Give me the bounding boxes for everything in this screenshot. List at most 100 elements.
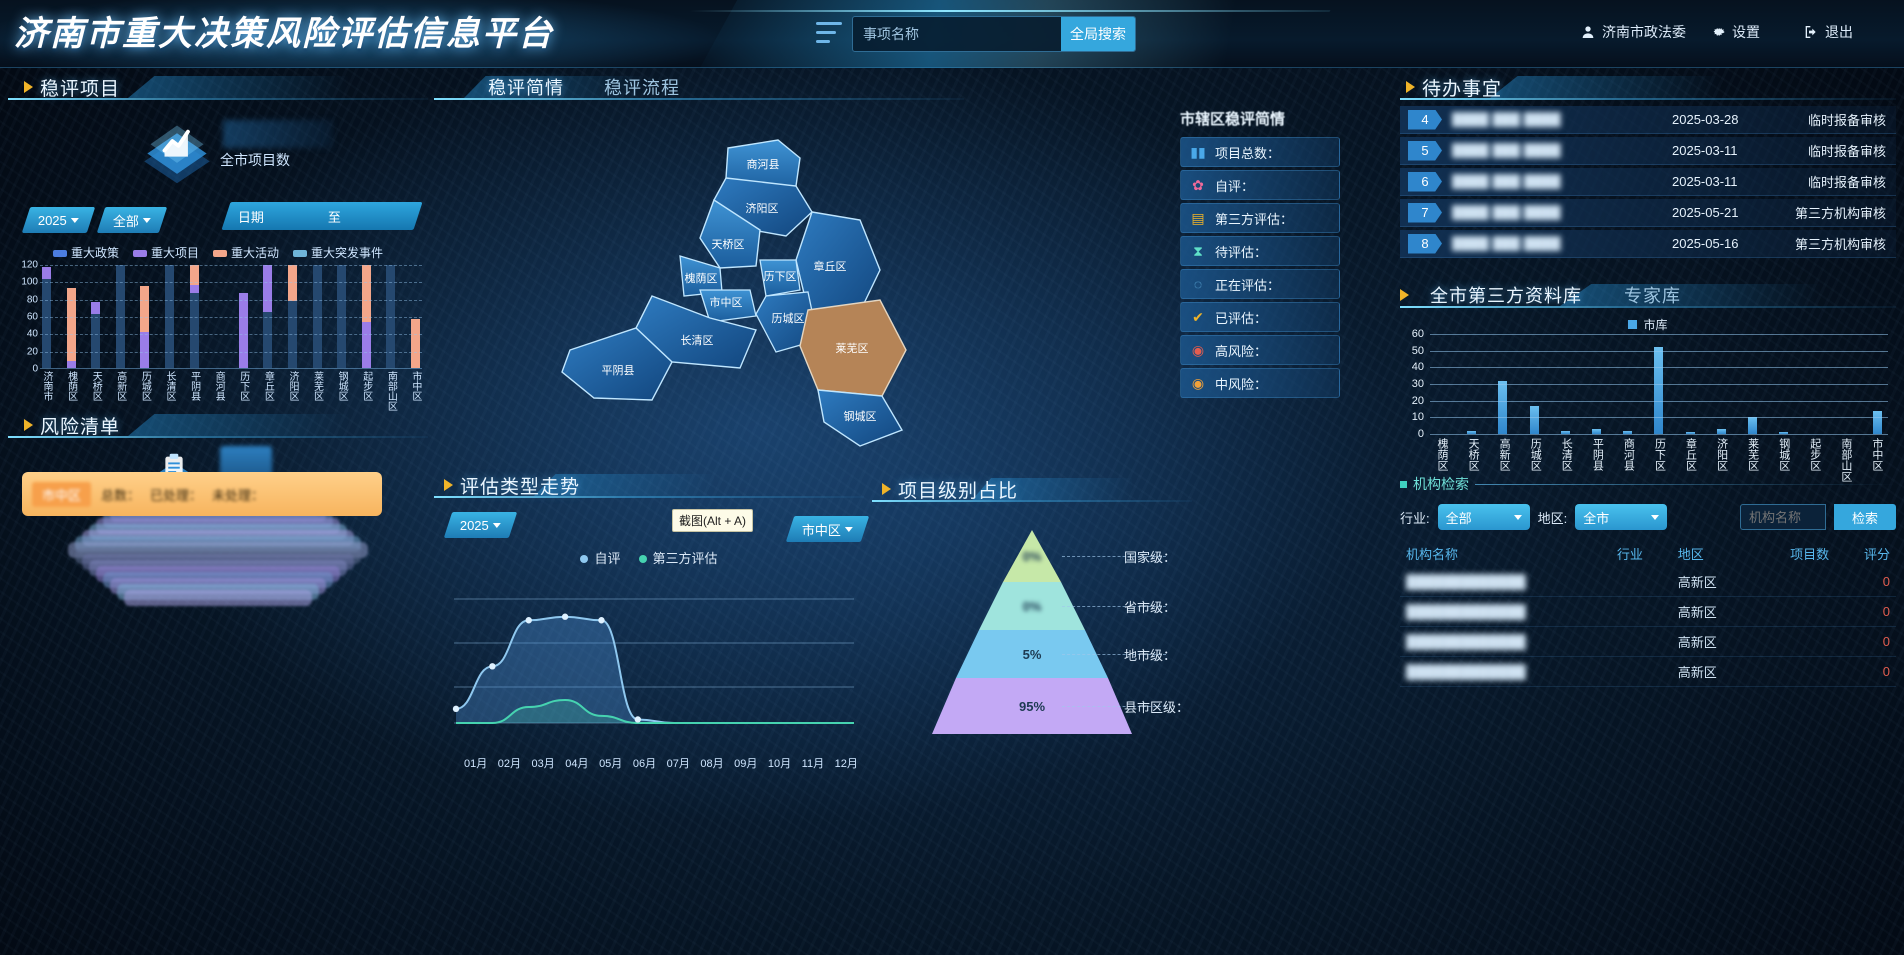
region-filter-select[interactable]: 全市 [1575, 504, 1668, 530]
db-bar[interactable] [1654, 347, 1664, 434]
risk-card-total: 总数： [101, 487, 141, 503]
scope-filter-select[interactable]: 全部 [96, 207, 168, 233]
bar-column[interactable] [337, 265, 347, 368]
org-search-button[interactable]: 检索 [1834, 504, 1896, 530]
db-bar[interactable] [1467, 430, 1477, 434]
bar-column[interactable] [42, 265, 51, 368]
logout-button[interactable]: 退出 [1803, 22, 1853, 42]
db-bar[interactable] [1685, 432, 1695, 434]
bar-column[interactable] [410, 265, 420, 368]
org-table-header[interactable]: 项目数 [1790, 547, 1830, 562]
db-bar[interactable] [1623, 430, 1633, 434]
stat-row[interactable]: ◉ 中风险： [1180, 368, 1340, 398]
trend-x-label: 06月 [632, 758, 657, 770]
stat-row[interactable]: ◉ 高风险： [1180, 335, 1340, 365]
db-bar[interactable] [1716, 429, 1726, 434]
tab-wenping-process[interactable]: 稳评流程 [604, 78, 680, 98]
trend-data-point[interactable] [489, 663, 496, 670]
global-search-button[interactable]: 全局搜索 [1061, 17, 1135, 51]
year-filter-select[interactable]: 2025 [21, 207, 96, 233]
bar-column[interactable] [312, 265, 322, 368]
bar-column[interactable] [91, 265, 101, 368]
stat-row[interactable]: ◌ 正在评估： [1180, 269, 1340, 299]
bar-column[interactable] [140, 265, 150, 368]
bar-legend-item[interactable]: 重大项目 [132, 244, 199, 261]
tab-wenping-brief[interactable]: 稳评简情 [488, 78, 564, 98]
trend-legend-item[interactable]: 第三方评估 [638, 548, 718, 567]
bar-legend-item[interactable]: 重大政策 [52, 244, 119, 261]
table-row[interactable]: █████████████ 高新区 0 [1400, 626, 1896, 657]
bar-column[interactable] [238, 265, 248, 368]
industry-filter-select[interactable]: 全部 [1437, 504, 1530, 530]
db-bar[interactable] [1498, 380, 1508, 434]
org-table-header[interactable]: 评分 [1863, 547, 1890, 562]
trend-data-point[interactable] [525, 617, 532, 624]
stat-row[interactable]: ▤ 第三方评估： [1180, 203, 1340, 233]
trend-panel-title-text: 评估类型走势 [460, 476, 581, 498]
table-row[interactable]: █████████████ 高新区 0 [1400, 656, 1896, 687]
trend-data-point[interactable] [634, 716, 642, 723]
bar-column[interactable] [115, 265, 125, 368]
panel-arrow-icon [24, 81, 33, 93]
risk-title-fill [128, 414, 348, 436]
risk-card-front[interactable]: 市中区 总数： 已处理： 未处理： [22, 472, 382, 516]
bar-segment [91, 314, 101, 368]
table-row[interactable]: 4 ████ ███ ████ 2025-03-28 临时报备审核 [1400, 106, 1896, 134]
bar-segment [66, 288, 76, 362]
tab-expert-db[interactable]: 专家库 [1624, 286, 1681, 306]
table-row[interactable]: █████████████ 高新区 0 [1400, 567, 1896, 597]
trend-region-select[interactable]: 市中区 [785, 516, 870, 542]
org-table-header[interactable]: 机构名称 [1406, 547, 1459, 562]
global-search-box[interactable]: 全局搜索 [852, 16, 1136, 52]
scope-filter-value: 全部 [112, 213, 139, 229]
org-name-input[interactable] [1740, 504, 1826, 530]
stat-row[interactable]: ✔ 已评估： [1180, 302, 1340, 332]
stat-row[interactable]: ✿ 自评： [1180, 170, 1340, 200]
stat-row[interactable]: ⧗ 待评估： [1180, 236, 1340, 266]
tab-third-party-db[interactable]: 全市第三方资料库 [1430, 286, 1582, 306]
bar-column[interactable] [263, 265, 273, 368]
bar-column[interactable] [189, 265, 199, 368]
db-bar[interactable] [1872, 410, 1882, 434]
db-bar[interactable] [1748, 417, 1758, 434]
menu-bar-3 [816, 40, 830, 43]
bar-column[interactable] [287, 265, 297, 368]
trend-legend-item[interactable]: 自评 [580, 548, 621, 567]
map-svg[interactable]: 商河县 济阳区 章丘区 天桥区 历下区 历城区 槐荫区 市中区 长清区 平阴县 … [560, 100, 980, 470]
trend-data-point[interactable] [561, 613, 569, 620]
table-row[interactable]: 7 ████ ███ ████ 2025-05-21 第三方机构审核 [1400, 199, 1896, 227]
bar-gridline [40, 299, 422, 301]
svg-text:天桥区: 天桥区 [712, 238, 745, 251]
hamburger-menu-icon[interactable] [816, 22, 842, 46]
db-bar[interactable] [1779, 432, 1789, 434]
jinan-district-map[interactable]: 商河县 济阳区 章丘区 天桥区 历下区 历城区 槐荫区 市中区 长清区 平阴县 … [560, 100, 980, 470]
trend-data-point[interactable] [598, 617, 605, 624]
trend-x-label: 10月 [767, 758, 792, 770]
bar-y-tick: 60 [26, 311, 38, 323]
stat-row[interactable]: ▮▮ 项目总数： [1180, 137, 1340, 167]
bar-column[interactable] [361, 265, 371, 368]
user-account[interactable]: 济南市政法委 [1580, 22, 1686, 42]
table-row[interactable]: 5 ████ ███ ████ 2025-03-11 临时报备审核 [1400, 137, 1896, 165]
org-table-header[interactable]: 地区 [1677, 547, 1704, 562]
pyramid-layer[interactable]: 0% [1003, 530, 1061, 582]
db-bar[interactable] [1529, 405, 1539, 434]
todo-list: 4 ████ ███ ████ 2025-03-28 临时报备审核 5 ████ ███ … [1400, 106, 1896, 258]
trend-year-select[interactable]: 2025 [443, 512, 518, 538]
bar-column[interactable] [164, 265, 174, 368]
org-table-header[interactable]: 行业 [1616, 547, 1643, 562]
table-row[interactable]: 6 ████ ███ ████ 2025-03-11 临时报备审核 [1400, 168, 1896, 196]
bar-legend-item[interactable]: 重大活动 [213, 244, 279, 261]
bar-column[interactable] [66, 265, 76, 368]
table-row[interactable]: 8 ████ ███ ████ 2025-05-16 第三方机构审核 [1400, 230, 1896, 258]
bar-column[interactable] [386, 265, 396, 368]
search-input[interactable] [853, 17, 1061, 51]
trend-data-point[interactable] [452, 705, 460, 713]
settings-button[interactable]: 设置 [1710, 22, 1760, 42]
date-range-picker[interactable]: 日期 至 [221, 202, 423, 230]
bar-legend-item[interactable]: 重大突发事件 [293, 244, 383, 261]
db-bar[interactable] [1560, 430, 1570, 434]
org-region-cell: 高新区 [1671, 626, 1754, 657]
table-row[interactable]: █████████████ 高新区 0 [1400, 596, 1896, 627]
db-bar[interactable] [1592, 429, 1602, 434]
